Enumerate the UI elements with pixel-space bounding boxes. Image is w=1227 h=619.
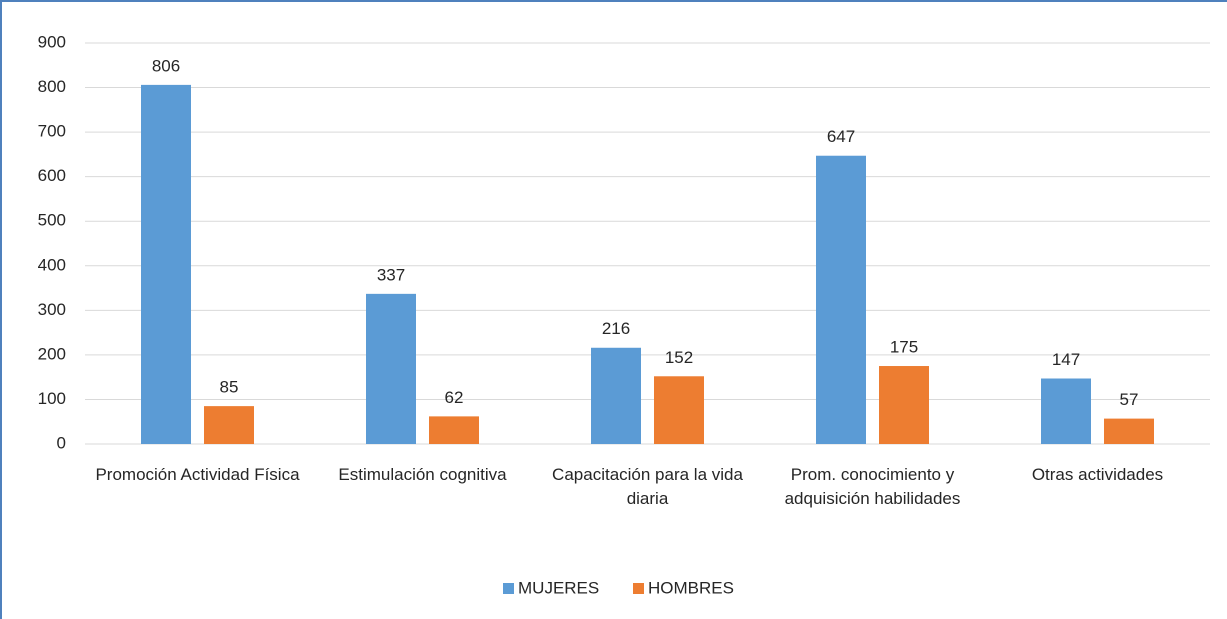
bar <box>366 293 416 444</box>
y-tick-label: 500 <box>38 211 66 230</box>
x-tick-label: Capacitación para la vida diaria <box>552 465 743 508</box>
y-tick-label: 900 <box>38 32 66 51</box>
data-label: 806 <box>152 56 180 75</box>
legend-label: HOMBRES <box>648 578 734 597</box>
y-tick-label: 600 <box>38 166 66 185</box>
x-tick-label: Prom. conocimiento y adquisición habilid… <box>784 465 961 508</box>
data-label: 175 <box>890 338 918 357</box>
x-tick-label: Otras actividades <box>1031 465 1164 484</box>
data-label: 62 <box>445 388 464 407</box>
data-label: 337 <box>377 265 405 284</box>
y-tick-label: 800 <box>38 77 66 96</box>
bar <box>879 366 929 444</box>
y-tick-label: 400 <box>38 255 66 274</box>
bar <box>654 376 704 444</box>
data-label: 57 <box>1120 390 1139 409</box>
x-tick-label: Estimulación cognitiva <box>338 465 507 484</box>
legend-label: MUJERES <box>518 578 599 597</box>
data-label: 647 <box>827 127 855 146</box>
bar <box>816 155 866 444</box>
y-tick-label: 700 <box>38 122 66 141</box>
data-label: 216 <box>602 319 630 338</box>
y-tick-label: 0 <box>57 433 66 452</box>
y-tick-label: 200 <box>38 344 66 363</box>
y-tick-label: 100 <box>38 389 66 408</box>
bar <box>591 347 641 444</box>
bar <box>204 406 254 444</box>
y-tick-label: 300 <box>38 300 66 319</box>
bar <box>141 84 191 444</box>
bar <box>1041 378 1091 444</box>
legend-swatch <box>633 583 644 594</box>
data-label: 147 <box>1052 350 1080 369</box>
legend-swatch <box>503 583 514 594</box>
data-label: 85 <box>220 378 239 397</box>
bar <box>429 416 479 444</box>
data-label: 152 <box>665 348 693 367</box>
x-tick-label: Promoción Actividad Física <box>95 465 300 484</box>
bar <box>1104 418 1154 444</box>
